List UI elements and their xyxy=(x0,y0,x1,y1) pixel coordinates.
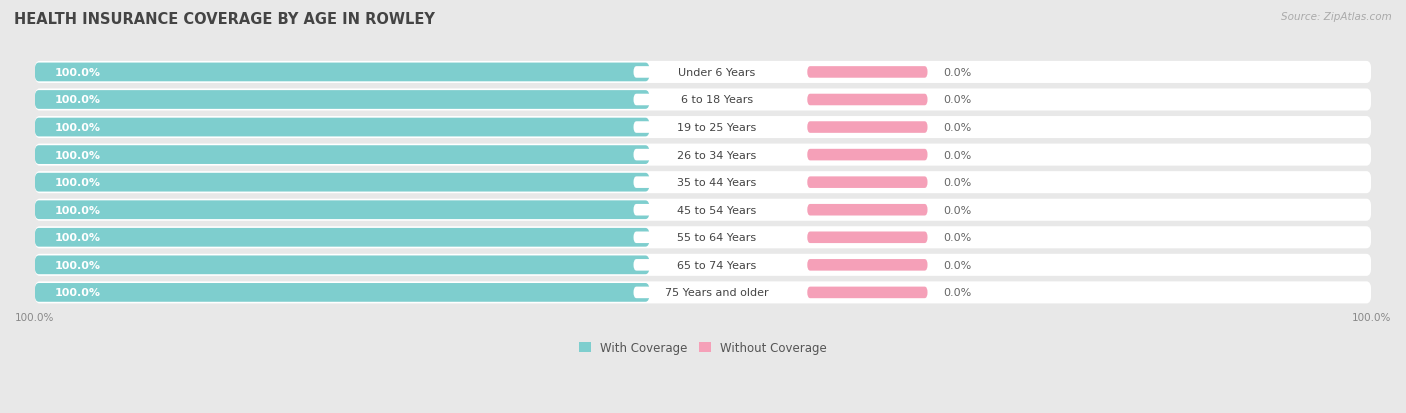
FancyBboxPatch shape xyxy=(35,117,1371,139)
Text: 100.0%: 100.0% xyxy=(55,95,101,105)
FancyBboxPatch shape xyxy=(35,64,650,82)
Text: 45 to 54 Years: 45 to 54 Years xyxy=(678,205,756,215)
Text: 0.0%: 0.0% xyxy=(943,178,972,188)
FancyBboxPatch shape xyxy=(35,89,1371,111)
Text: 100.0%: 100.0% xyxy=(55,205,101,215)
FancyBboxPatch shape xyxy=(35,227,1371,249)
FancyBboxPatch shape xyxy=(634,122,800,133)
FancyBboxPatch shape xyxy=(807,232,928,244)
Text: 26 to 34 Years: 26 to 34 Years xyxy=(678,150,756,160)
FancyBboxPatch shape xyxy=(35,201,650,220)
FancyBboxPatch shape xyxy=(634,287,800,299)
FancyBboxPatch shape xyxy=(35,119,650,137)
FancyBboxPatch shape xyxy=(35,62,1371,84)
FancyBboxPatch shape xyxy=(35,282,1371,304)
Text: 100.0%: 100.0% xyxy=(55,178,101,188)
Text: 0.0%: 0.0% xyxy=(943,68,972,78)
FancyBboxPatch shape xyxy=(35,254,1371,276)
FancyBboxPatch shape xyxy=(807,150,928,161)
Text: 55 to 64 Years: 55 to 64 Years xyxy=(678,233,756,243)
FancyBboxPatch shape xyxy=(35,146,650,164)
Text: 0.0%: 0.0% xyxy=(943,233,972,243)
FancyBboxPatch shape xyxy=(807,287,928,299)
Legend: With Coverage, Without Coverage: With Coverage, Without Coverage xyxy=(574,337,832,359)
Text: 0.0%: 0.0% xyxy=(943,205,972,215)
Text: 100.0%: 100.0% xyxy=(55,150,101,160)
FancyBboxPatch shape xyxy=(35,91,650,109)
FancyBboxPatch shape xyxy=(634,95,800,106)
FancyBboxPatch shape xyxy=(35,173,650,192)
FancyBboxPatch shape xyxy=(634,177,800,188)
FancyBboxPatch shape xyxy=(807,95,928,106)
FancyBboxPatch shape xyxy=(807,259,928,271)
Text: HEALTH INSURANCE COVERAGE BY AGE IN ROWLEY: HEALTH INSURANCE COVERAGE BY AGE IN ROWL… xyxy=(14,12,434,27)
Text: 0.0%: 0.0% xyxy=(943,260,972,270)
Text: 100.0%: 100.0% xyxy=(55,68,101,78)
FancyBboxPatch shape xyxy=(35,199,1371,221)
FancyBboxPatch shape xyxy=(807,67,928,78)
FancyBboxPatch shape xyxy=(807,204,928,216)
Text: 100.0%: 100.0% xyxy=(55,233,101,243)
Text: 0.0%: 0.0% xyxy=(943,288,972,298)
Text: 0.0%: 0.0% xyxy=(943,123,972,133)
Text: 19 to 25 Years: 19 to 25 Years xyxy=(678,123,756,133)
FancyBboxPatch shape xyxy=(35,256,650,275)
FancyBboxPatch shape xyxy=(634,67,800,78)
FancyBboxPatch shape xyxy=(807,122,928,133)
FancyBboxPatch shape xyxy=(634,259,800,271)
Text: 100.0%: 100.0% xyxy=(55,260,101,270)
FancyBboxPatch shape xyxy=(35,172,1371,194)
Text: 75 Years and older: 75 Years and older xyxy=(665,288,769,298)
Text: 65 to 74 Years: 65 to 74 Years xyxy=(678,260,756,270)
FancyBboxPatch shape xyxy=(634,232,800,244)
Text: 6 to 18 Years: 6 to 18 Years xyxy=(681,95,754,105)
FancyBboxPatch shape xyxy=(35,228,650,247)
Text: Source: ZipAtlas.com: Source: ZipAtlas.com xyxy=(1281,12,1392,22)
Text: Under 6 Years: Under 6 Years xyxy=(679,68,755,78)
Text: 35 to 44 Years: 35 to 44 Years xyxy=(678,178,756,188)
FancyBboxPatch shape xyxy=(634,150,800,161)
FancyBboxPatch shape xyxy=(807,177,928,188)
Text: 100.0%: 100.0% xyxy=(55,123,101,133)
FancyBboxPatch shape xyxy=(35,144,1371,166)
FancyBboxPatch shape xyxy=(35,283,650,302)
Text: 0.0%: 0.0% xyxy=(943,150,972,160)
Text: 0.0%: 0.0% xyxy=(943,95,972,105)
Text: 100.0%: 100.0% xyxy=(55,288,101,298)
FancyBboxPatch shape xyxy=(634,204,800,216)
